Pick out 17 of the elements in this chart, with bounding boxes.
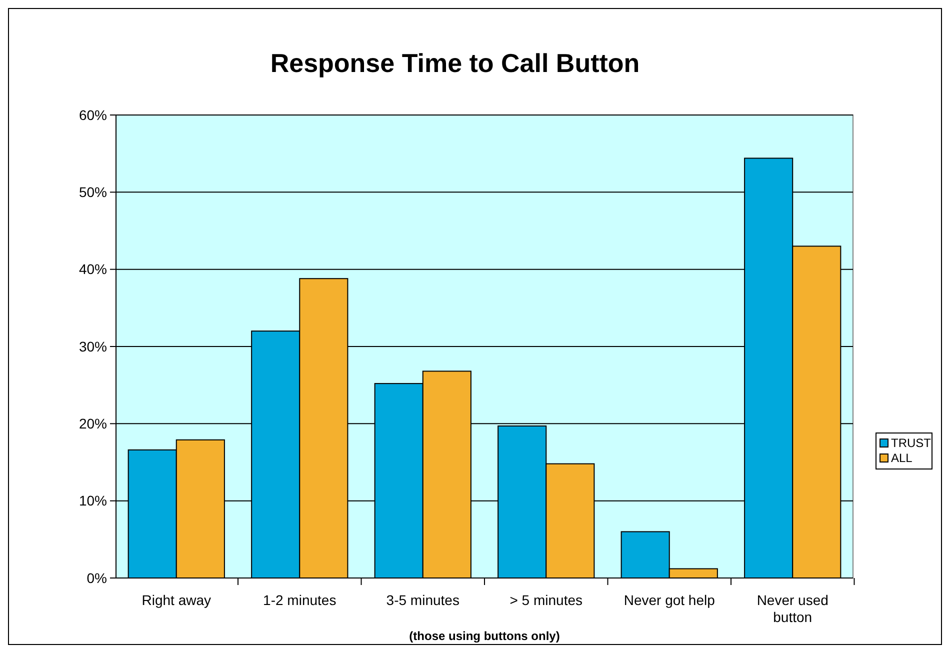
- x-axis-title: (those using buttons only): [409, 629, 560, 643]
- y-tick-label: 0%: [86, 570, 107, 586]
- y-tick-label: 10%: [78, 492, 107, 509]
- x-tick-label: > 5 minutes: [510, 592, 583, 608]
- legend-label: ALL: [891, 451, 913, 466]
- legend-label: TRUST: [891, 436, 932, 450]
- y-tick-label: 40%: [78, 261, 107, 278]
- y-tick-label: 50%: [78, 184, 107, 200]
- x-tick-label: 3-5 minutes: [386, 592, 460, 608]
- x-tick-label: Never got help: [624, 592, 716, 608]
- x-tick-label: Never used button: [756, 592, 828, 625]
- x-tick-label: Right away: [142, 592, 212, 608]
- y-tick-label: 60%: [78, 106, 107, 123]
- chart-title: Response Time to Call Button: [270, 48, 640, 78]
- y-tick-label: 20%: [78, 416, 107, 432]
- x-tick-label: 1-2 minutes: [263, 592, 336, 608]
- y-tick-label: 30%: [78, 338, 107, 354]
